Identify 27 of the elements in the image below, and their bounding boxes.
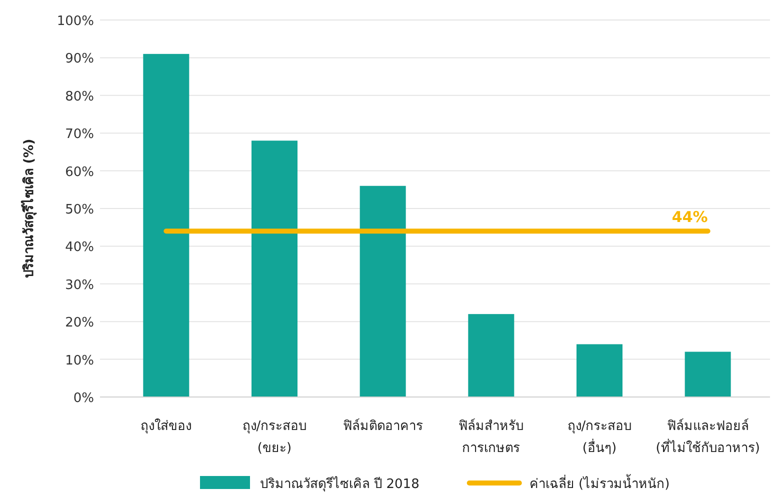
annotation: 44% (672, 208, 708, 226)
bar (360, 186, 406, 397)
bar (143, 54, 190, 397)
y-tick-label: 60% (65, 164, 94, 180)
y-tick-label: 20% (65, 316, 94, 331)
bar (468, 314, 514, 397)
y-tick-label: 10% (65, 353, 94, 368)
y-tick-label: 80% (65, 89, 94, 104)
y-tick-label: 0% (73, 391, 94, 406)
legend-label: ค่าเฉลี่ย (ไม่รวมน้ำหนัก) (529, 474, 670, 492)
x-tick-label: ฟิล์มและฟอยล์ (ที่ไม่ใช้กับอาหาร) (656, 418, 760, 456)
bar (684, 352, 731, 397)
x-tick-label: ถุงใส่ของ (140, 418, 192, 434)
y-tick-label: 100% (56, 14, 94, 29)
y-axis-title: ปริมาณวัสดุรีไซเคิล (%) (20, 138, 37, 278)
bar (576, 344, 622, 397)
bar (252, 140, 298, 397)
x-tick-label: ฟิล์มติดอาคาร (342, 418, 423, 434)
legend-label: ปริมาณวัสดุรีไซเคิล ปี 2018 (260, 476, 420, 492)
y-tick-label: 90% (65, 52, 94, 67)
y-tick-label: 70% (65, 127, 94, 142)
x-tick-label: ฟิล์มสำหรับ การเกษตร (458, 418, 524, 456)
x-tick-label: ถุง/กระสอบ (ขยะ) (242, 419, 307, 456)
y-tick-label: 50% (65, 202, 94, 218)
x-tick-label: ถุง/กระสอบ (อื่นๆ) (567, 419, 632, 456)
y-tick-label: 40% (65, 240, 94, 256)
y-tick-label: 30% (65, 278, 94, 293)
